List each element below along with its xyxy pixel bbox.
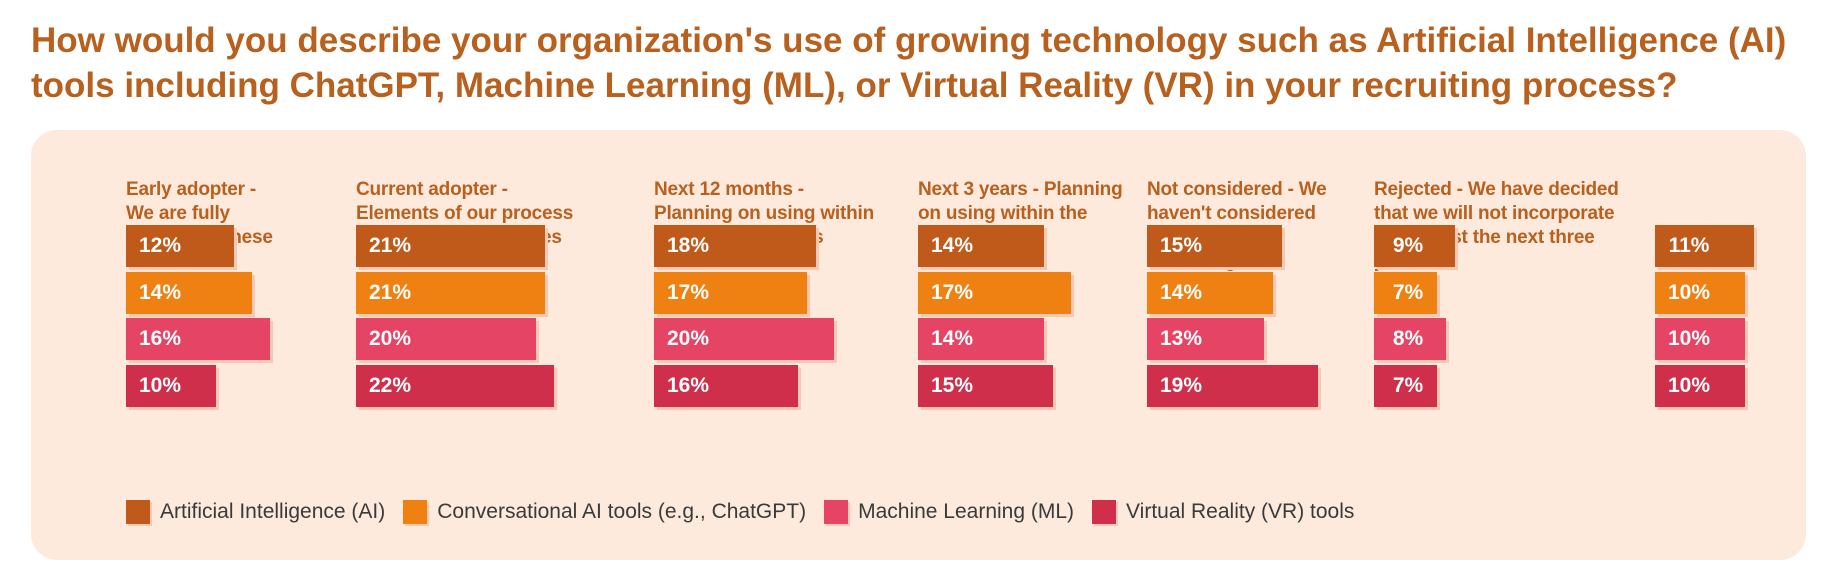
data-label: 10% <box>138 374 182 397</box>
bar: 18% <box>654 225 816 267</box>
category-label: Rejected - We have decided that we will … <box>1374 179 1619 272</box>
data-label: 21% <box>368 234 412 257</box>
bar: 15% <box>918 365 1053 407</box>
bar: 14% <box>918 225 1044 267</box>
data-label: 10% <box>1667 281 1711 304</box>
bar: 10% <box>1655 272 1745 314</box>
chart-panel: Early adopter - We are fully leveraging … <box>31 130 1806 560</box>
legend-swatch <box>1092 500 1117 524</box>
legend-label: Conversational AI tools (e.g., ChatGPT) <box>437 500 807 523</box>
data-label: 17% <box>930 281 974 304</box>
legend-item: Artificial Intelligence (AI) <box>126 500 385 524</box>
bar: 10% <box>126 365 216 407</box>
bar: 17% <box>918 272 1071 314</box>
bar: 10% <box>1655 318 1745 360</box>
data-label: 14% <box>930 327 974 350</box>
data-label: 15% <box>930 374 974 397</box>
data-label: 12% <box>138 234 182 257</box>
legend-item: Conversational AI tools (e.g., ChatGPT) <box>403 500 806 524</box>
data-label: 11% <box>1668 234 1710 257</box>
legend-label: Virtual Reality (VR) tools <box>1126 500 1355 523</box>
bar: 7% <box>1374 272 1437 314</box>
bar: 21% <box>356 225 545 267</box>
legend-item: Machine Learning (ML) <box>824 500 1074 524</box>
data-label: 20% <box>368 327 412 350</box>
bar: 13% <box>1147 318 1264 360</box>
data-label: 20% <box>666 327 710 350</box>
data-label: 8% <box>1392 327 1424 350</box>
bar: 19% <box>1147 365 1318 407</box>
data-label: 22% <box>368 374 412 397</box>
bar: 15% <box>1147 225 1282 267</box>
bar: 12% <box>126 225 234 267</box>
legend-label: Machine Learning (ML) <box>858 500 1075 523</box>
data-label: 10% <box>1667 327 1711 350</box>
bar: 11% <box>1655 225 1754 267</box>
data-label: 21% <box>368 281 412 304</box>
bar: 20% <box>356 318 536 360</box>
bar: 10% <box>1655 365 1745 407</box>
chart-title: How would you describe your organization… <box>31 21 1787 105</box>
data-label: 16% <box>138 327 182 350</box>
data-label: 9% <box>1392 234 1424 257</box>
data-label: 19% <box>1159 374 1203 397</box>
legend-swatch <box>403 500 428 524</box>
legend-item: Virtual Reality (VR) tools <box>1092 500 1354 524</box>
bar: 16% <box>654 365 798 407</box>
legend-label: Artificial Intelligence (AI) <box>160 500 386 523</box>
bar: 14% <box>918 318 1044 360</box>
bar: 20% <box>654 318 834 360</box>
bar: 21% <box>356 272 545 314</box>
legend-swatch <box>824 500 849 524</box>
bar: 8% <box>1374 318 1446 360</box>
data-label: 14% <box>930 234 974 257</box>
data-label: 18% <box>666 234 710 257</box>
data-label: 16% <box>666 374 710 397</box>
bar: 7% <box>1374 365 1437 407</box>
data-label: 7% <box>1392 281 1424 304</box>
bar: 16% <box>126 318 270 360</box>
data-label: 14% <box>138 281 182 304</box>
bar: 22% <box>356 365 554 407</box>
bar: 17% <box>654 272 807 314</box>
data-label: 14% <box>1159 281 1203 304</box>
bar: 14% <box>1147 272 1273 314</box>
data-label: 7% <box>1392 374 1424 397</box>
data-label: 10% <box>1667 374 1711 397</box>
bar: 14% <box>126 272 252 314</box>
data-label: 13% <box>1159 327 1203 350</box>
data-label: 17% <box>666 281 710 304</box>
data-label: 15% <box>1159 234 1203 257</box>
bar: 9% <box>1374 225 1455 267</box>
legend-swatch <box>126 500 150 524</box>
chart-legend: Artificial Intelligence (AI) Conversation… <box>126 497 1372 527</box>
